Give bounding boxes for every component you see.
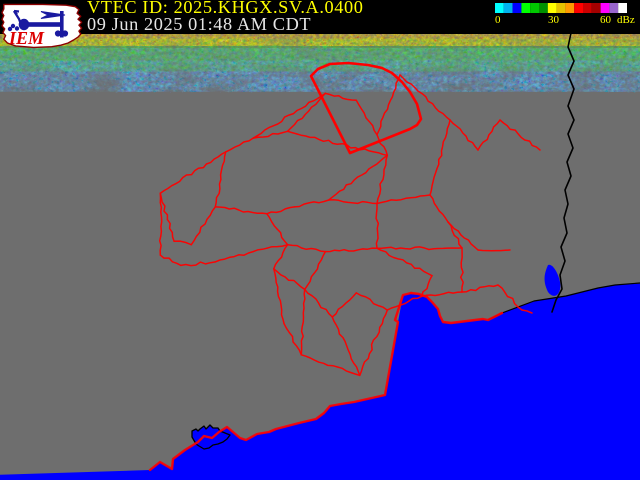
svg-text:0: 0 [495, 14, 501, 26]
svg-text:60: 60 [600, 14, 612, 26]
svg-text:30: 30 [548, 14, 560, 26]
svg-text:dBz: dBz [617, 14, 635, 26]
